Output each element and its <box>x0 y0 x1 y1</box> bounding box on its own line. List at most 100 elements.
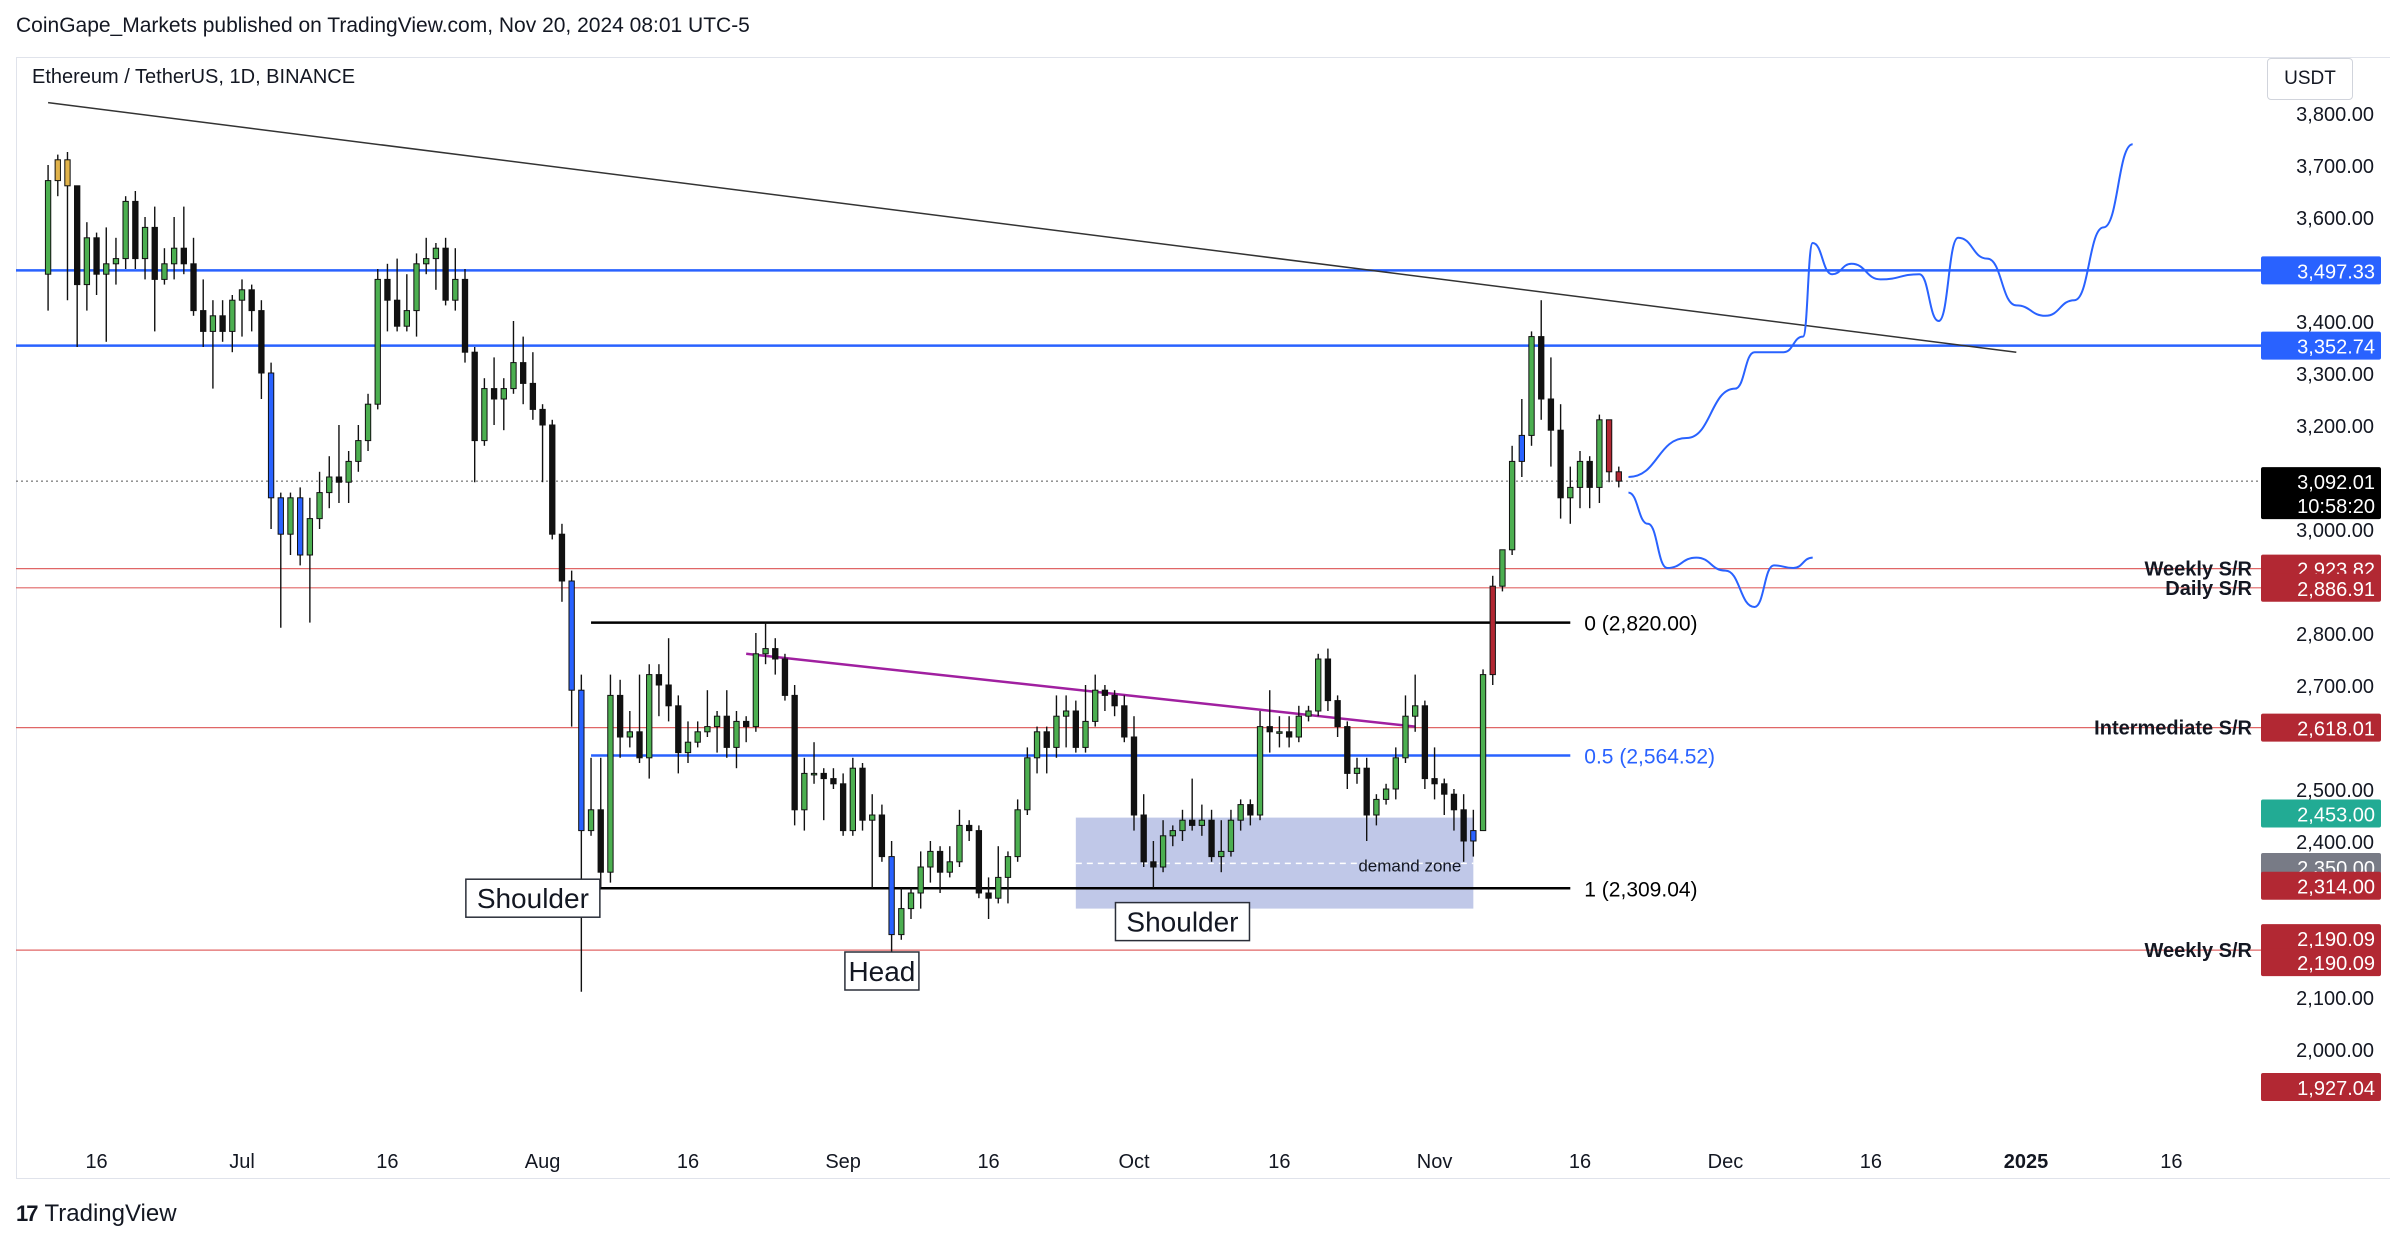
candle-body[interactable] <box>452 278 459 301</box>
candle-body[interactable] <box>752 653 760 728</box>
candle-body[interactable] <box>1557 429 1564 499</box>
candle-body[interactable] <box>1392 757 1399 790</box>
candle-body[interactable] <box>1004 856 1012 878</box>
candle-body[interactable] <box>442 247 449 301</box>
candle-body[interactable] <box>1421 705 1429 780</box>
candle-body[interactable] <box>393 299 401 327</box>
candle-body[interactable] <box>374 278 381 405</box>
candle-body[interactable] <box>1479 674 1487 832</box>
candle-body[interactable] <box>966 824 973 832</box>
candle-body[interactable] <box>1208 819 1215 858</box>
candle-body[interactable] <box>529 382 537 410</box>
candle-body[interactable] <box>1605 419 1613 473</box>
candle-body[interactable] <box>1324 658 1332 702</box>
candle-body[interactable] <box>1353 767 1361 774</box>
candle-body[interactable] <box>936 850 944 873</box>
candle-body[interactable] <box>1508 460 1516 551</box>
candle-body[interactable] <box>83 237 91 286</box>
candle-body[interactable] <box>1198 819 1206 826</box>
candle-body[interactable] <box>122 200 129 260</box>
candle-body[interactable] <box>364 403 372 442</box>
candle-body[interactable] <box>413 263 420 312</box>
candle-body[interactable] <box>995 876 1002 899</box>
candle-body[interactable] <box>772 648 779 660</box>
candle-body[interactable] <box>287 497 294 535</box>
candle-body[interactable] <box>626 731 633 738</box>
candle-body[interactable] <box>1295 715 1302 738</box>
candle-body[interactable] <box>335 476 343 483</box>
candle-body[interactable] <box>1140 814 1147 863</box>
candle-body[interactable] <box>1450 793 1458 811</box>
candle-body[interactable] <box>956 824 963 863</box>
candle-body[interactable] <box>432 247 440 260</box>
candle-body[interactable] <box>423 258 430 265</box>
candle-body[interactable] <box>1373 798 1380 816</box>
candle-body[interactable] <box>839 783 847 832</box>
candle-body[interactable] <box>1033 731 1041 759</box>
candle-body[interactable] <box>1014 809 1021 858</box>
candle-body[interactable] <box>587 809 595 832</box>
candle-body[interactable] <box>1363 767 1370 816</box>
candle-body[interactable] <box>907 892 915 910</box>
candle-body[interactable] <box>1412 705 1419 717</box>
candle-body[interactable] <box>704 726 711 733</box>
candle-body[interactable] <box>713 715 721 728</box>
candle-body[interactable] <box>1470 830 1477 842</box>
candle-body[interactable] <box>1062 710 1070 717</box>
candle-body[interactable] <box>1596 419 1603 488</box>
candle-body[interactable] <box>1305 710 1312 717</box>
candle-body[interactable] <box>209 315 217 332</box>
candle-body[interactable] <box>568 580 575 691</box>
candle-body[interactable] <box>161 263 168 280</box>
candle-body[interactable] <box>277 497 284 535</box>
candle-body[interactable] <box>927 850 934 868</box>
candle-body[interactable] <box>151 226 158 280</box>
candle-body[interactable] <box>44 180 52 275</box>
candle-body[interactable] <box>859 767 866 821</box>
candle-body[interactable] <box>1285 731 1293 738</box>
candle-body[interactable] <box>878 814 886 858</box>
candle-body[interactable] <box>733 720 740 748</box>
candle-body[interactable] <box>1256 726 1264 816</box>
candle-body[interactable] <box>1130 736 1138 816</box>
candle-body[interactable] <box>306 518 314 556</box>
candle-body[interactable] <box>694 731 701 743</box>
candle-body[interactable] <box>326 476 333 494</box>
candle-body[interactable] <box>1402 715 1409 759</box>
candle-body[interactable] <box>1344 726 1351 774</box>
candle-body[interactable] <box>170 247 178 265</box>
candle-body[interactable] <box>1101 689 1109 696</box>
candle-body[interactable] <box>781 658 789 696</box>
candle-body[interactable] <box>510 362 517 390</box>
candle-body[interactable] <box>1092 689 1099 722</box>
candle-body[interactable] <box>1334 700 1341 728</box>
candle-body[interactable] <box>1538 336 1545 400</box>
candle-body[interactable] <box>345 460 352 483</box>
candle-body[interactable] <box>355 440 362 462</box>
candle-body[interactable] <box>229 299 236 332</box>
candle-body[interactable] <box>1266 726 1273 733</box>
candle-body[interactable] <box>830 778 837 785</box>
candle-body[interactable] <box>384 278 391 301</box>
currency-button[interactable]: USDT <box>2267 58 2353 100</box>
candle-body[interactable] <box>219 315 226 332</box>
candle-body[interactable] <box>200 310 207 332</box>
candle-body[interactable] <box>112 258 120 265</box>
candle-body[interactable] <box>1082 720 1089 748</box>
candle-body[interactable] <box>1382 788 1390 800</box>
candle-body[interactable] <box>54 159 61 182</box>
candle-body[interactable] <box>1518 434 1525 462</box>
candle-body[interactable] <box>1111 694 1118 707</box>
candle-body[interactable] <box>461 278 469 353</box>
candle-body[interactable] <box>316 492 323 520</box>
candle-body[interactable] <box>1431 778 1438 785</box>
candle-body[interactable] <box>1179 819 1186 832</box>
candle-body[interactable] <box>490 388 498 400</box>
candle-body[interactable] <box>665 684 672 707</box>
candle-body[interactable] <box>869 814 876 821</box>
candle-body[interactable] <box>1247 804 1254 816</box>
candle-body[interactable] <box>297 497 304 556</box>
candle-body[interactable] <box>655 674 663 686</box>
candle-body[interactable] <box>1053 715 1060 748</box>
